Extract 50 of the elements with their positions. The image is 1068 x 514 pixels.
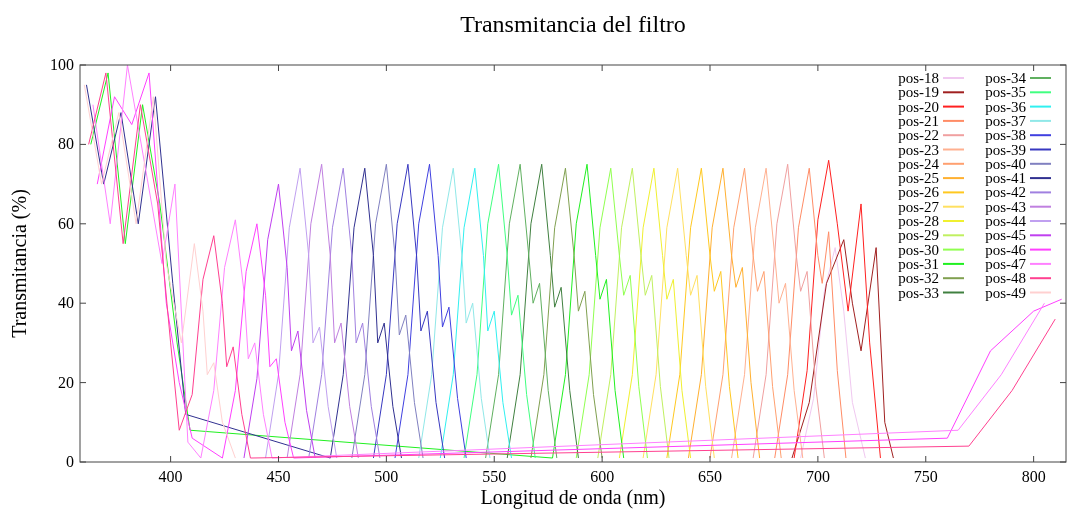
legend-label: pos-28 [898,213,939,229]
y-axis-title: Transmitancia (%) [8,189,31,338]
x-tick-label: 500 [374,468,399,485]
line-series [439,167,513,459]
line-series [597,167,670,459]
x-tick-label: 650 [698,468,722,485]
y-tick-label: 100 [50,56,74,73]
x-tick-label: 400 [158,468,183,485]
line-series [575,167,648,459]
y-tick-label: 60 [58,214,74,232]
x-tick-label: 700 [805,468,830,485]
line-series [394,163,467,459]
line-series [506,163,579,459]
line-series [752,163,825,459]
line-series [731,167,804,459]
line-series [286,163,359,459]
line-series [351,163,424,459]
y-tick-label: 40 [58,294,74,312]
y-tick-label: 20 [58,373,74,391]
line-series [418,167,491,459]
line-series [618,167,692,459]
line-series [308,167,381,459]
line-series [463,163,536,459]
chart-title: Transmitancia del filtro [460,11,686,37]
line-series [793,159,881,459]
line-series [791,239,894,459]
y-tick-label: 80 [58,135,74,153]
legend-label: pos-34 [985,70,1027,86]
line-series [243,183,316,459]
line-series [800,247,866,459]
line-series [774,167,847,459]
line-series [372,163,446,459]
line-series [642,167,715,459]
line-series [687,167,761,459]
x-axis-title: Longitud de onda (nm) [480,486,666,509]
x-tick-label: 800 [1021,468,1046,485]
x-tick-label: 550 [482,468,507,485]
x-tick-label: 600 [590,468,615,485]
y-tick-label: 0 [66,453,74,470]
line-series [530,167,603,459]
line-series [709,167,782,459]
legend-label: pos-18 [898,70,939,86]
line-series [83,84,236,459]
x-tick-label: 750 [913,468,938,485]
line-series [85,84,402,459]
line-series [90,72,625,459]
x-tick-label: 450 [266,468,291,485]
line-series [485,163,558,459]
line-series [666,167,739,459]
line-series [265,167,338,459]
